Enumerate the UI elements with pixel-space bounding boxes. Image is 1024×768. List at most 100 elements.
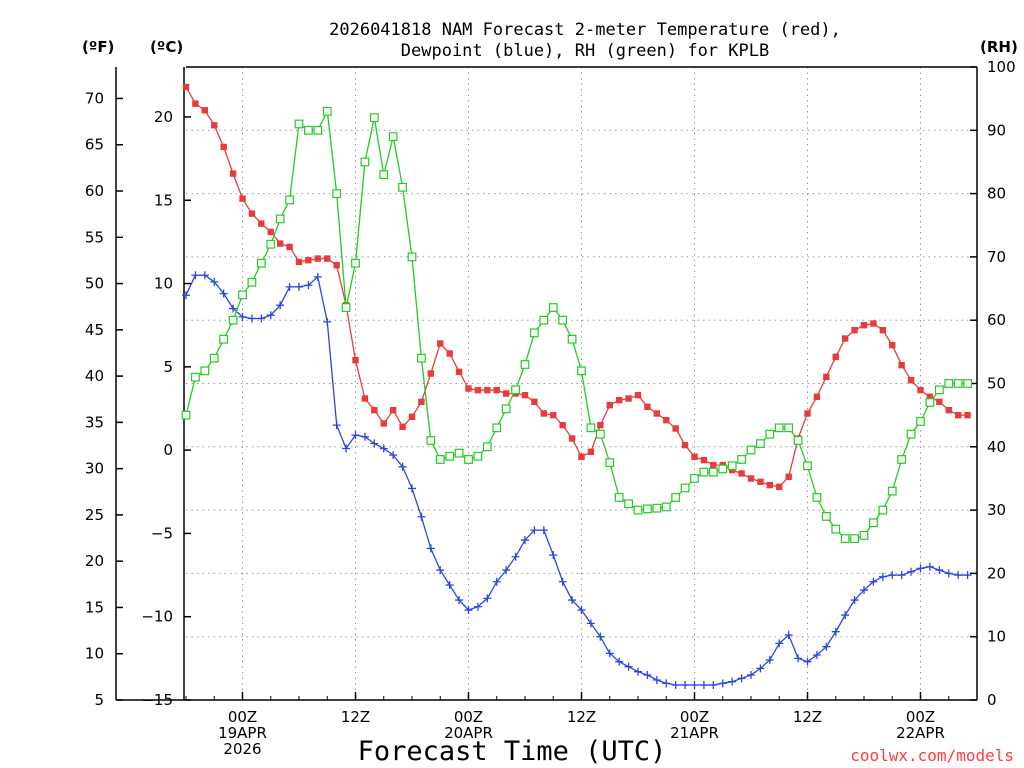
- rh-point: [511, 385, 520, 395]
- rh-point: [803, 461, 812, 471]
- f-tick-label: 20: [85, 552, 104, 570]
- rh-tick-label: 40: [987, 438, 1006, 456]
- temperature-point: [550, 411, 557, 419]
- temperature-point: [248, 210, 256, 217]
- dewpoint-point: [257, 314, 266, 323]
- dewpoint-point: [332, 421, 341, 430]
- x-axis-title: Forecast Time (UTC): [358, 736, 667, 767]
- rh-point: [445, 451, 455, 461]
- dewpoint-point: [897, 571, 906, 580]
- rh-point: [614, 493, 624, 502]
- x-tick-label: 21APR: [670, 724, 719, 742]
- series-line-dewpoint: [185, 274, 968, 686]
- rh-point: [793, 436, 803, 445]
- rh-point: [558, 315, 568, 325]
- rh-point: [369, 113, 379, 123]
- dewpoint-point: [624, 662, 633, 671]
- f-tick-label: 45: [85, 321, 104, 339]
- rh-point: [256, 258, 266, 268]
- rh-point: [916, 417, 925, 426]
- temperature-point: [578, 453, 585, 460]
- rh-point: [690, 474, 699, 483]
- series-line-temperature: [185, 86, 968, 488]
- temperature-point: [597, 421, 604, 429]
- dewpoint-point: [747, 671, 755, 680]
- rh-tick-label: 10: [987, 628, 1006, 646]
- temperature-point: [945, 406, 952, 414]
- rh-point: [238, 290, 247, 300]
- rh-point: [313, 125, 323, 135]
- rh-point: [831, 524, 841, 534]
- x-tick-label: 19APR: [218, 724, 267, 742]
- dewpoint-point: [812, 651, 821, 660]
- c-tick-label: −10: [141, 608, 173, 626]
- series-rh: [181, 106, 972, 543]
- f-tick-label: 15: [85, 598, 104, 616]
- dewpoint-point: [718, 679, 727, 688]
- temperature-point: [437, 340, 444, 347]
- f-tick-label: 40: [85, 367, 104, 385]
- dewpoint-point: [935, 566, 944, 575]
- rh-point: [191, 372, 200, 382]
- dewpoint-point: [492, 577, 501, 586]
- temperature-point: [663, 416, 670, 424]
- x-tick-label: 00Z: [680, 708, 709, 726]
- x-tick-label: 00Z: [906, 708, 935, 726]
- c-tick-label: 5: [163, 358, 173, 376]
- rh-tick-label: 80: [987, 185, 1006, 203]
- rh-point: [897, 455, 907, 464]
- unit-label-celsius: (ºC): [150, 38, 183, 56]
- dewpoint-point: [662, 679, 671, 688]
- temperature-point: [276, 240, 284, 247]
- rh-point: [539, 315, 549, 325]
- dewpoint-point: [794, 654, 803, 663]
- rh-point: [718, 464, 728, 474]
- temperature-point: [926, 393, 934, 401]
- rh-point: [492, 423, 502, 433]
- dewpoint-point: [313, 272, 322, 281]
- dewpoint-point: [304, 281, 313, 290]
- dewpoint-point: [219, 289, 228, 298]
- dewpoint-point: [502, 566, 511, 575]
- temperature-point: [201, 107, 209, 114]
- rh-point: [624, 499, 633, 509]
- dewpoint-point: [473, 602, 482, 611]
- dewpoint-point: [850, 596, 859, 605]
- temperature-point: [521, 391, 529, 399]
- dewpoint-point: [709, 681, 718, 690]
- temperature-point: [813, 393, 821, 401]
- dewpoint-point: [878, 572, 887, 581]
- rh-point: [586, 423, 596, 433]
- temperature-point: [587, 448, 595, 455]
- temperature-point: [785, 473, 792, 480]
- rh-tick-label: 30: [987, 501, 1006, 519]
- dewpoint-point: [521, 536, 529, 545]
- credit-text: coolwx.com/models: [850, 746, 1014, 765]
- rh-point: [435, 455, 445, 464]
- dewpoint-point: [605, 649, 614, 658]
- f-tick-label: 30: [85, 460, 104, 478]
- rh-point: [671, 493, 681, 502]
- dewpoint-point: [860, 586, 868, 595]
- temperature-point: [907, 376, 915, 384]
- rh-point: [520, 360, 530, 369]
- temperature-point: [954, 411, 962, 419]
- temperature-point: [691, 453, 698, 460]
- temperature-point: [634, 391, 642, 399]
- temperature-point: [710, 461, 717, 469]
- temperature-point: [832, 353, 839, 361]
- dewpoint-point: [417, 512, 426, 521]
- x-tick-label: 12Z: [341, 708, 370, 726]
- temperature-point: [502, 390, 510, 397]
- temperature-point: [484, 386, 491, 394]
- dewpoint-point: [765, 656, 774, 665]
- c-tick-label: 10: [154, 275, 173, 293]
- temperature-point: [314, 255, 322, 262]
- c-tick-label: −5: [151, 524, 173, 542]
- f-tick-label: 65: [85, 136, 104, 154]
- rh-tick-label: 60: [987, 311, 1006, 329]
- temperature-point: [286, 243, 293, 251]
- rh-point: [567, 334, 577, 344]
- temperature-point: [333, 262, 340, 269]
- rh-point: [821, 512, 831, 521]
